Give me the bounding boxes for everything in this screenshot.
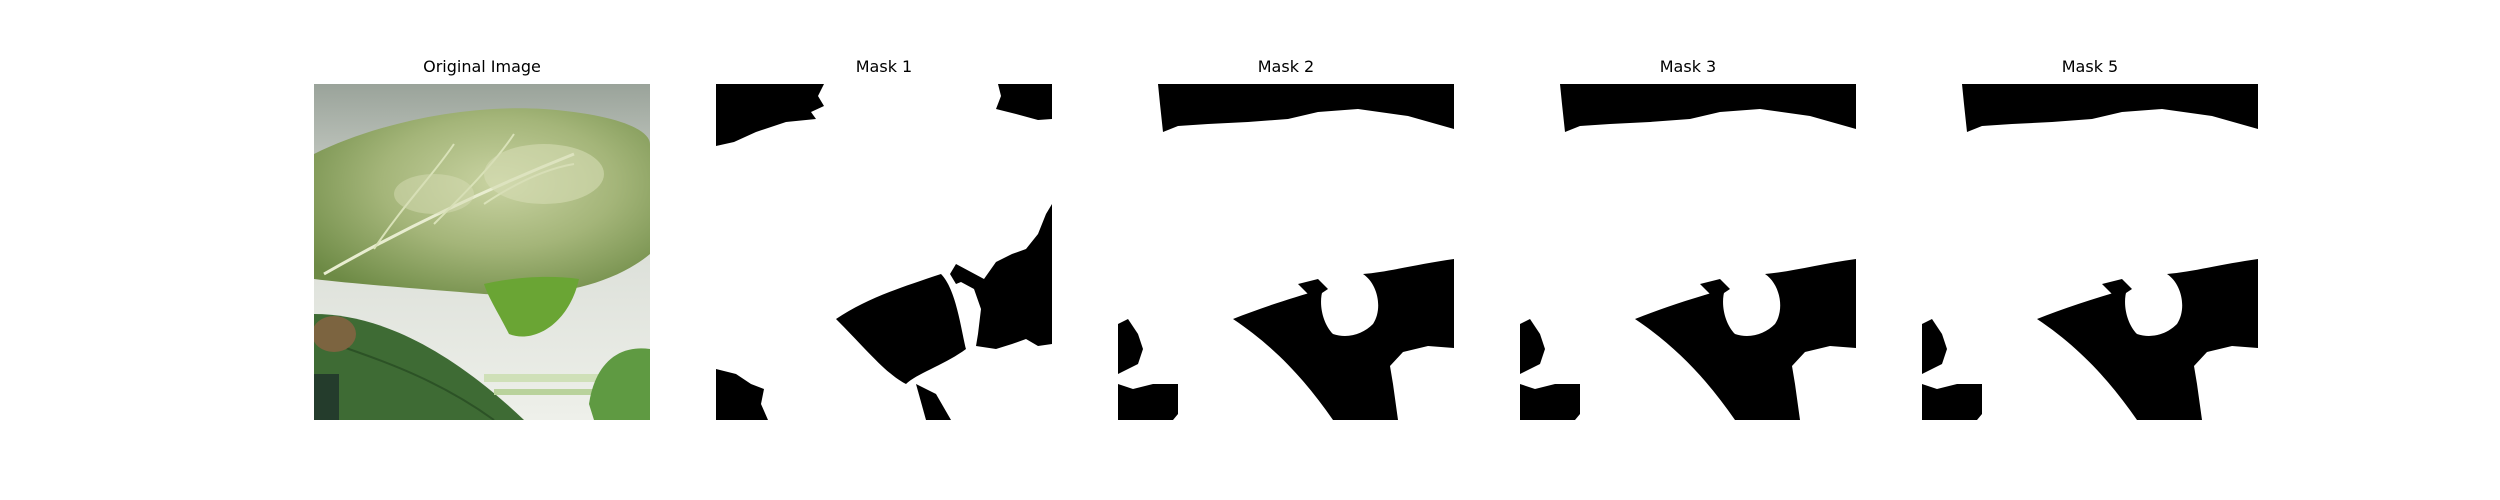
panel-title: Mask 2 bbox=[1257, 57, 1315, 76]
panel-title: Mask 3 bbox=[1659, 57, 1717, 76]
segmentation-mask-image bbox=[716, 84, 1052, 420]
panel-title: Mask 5 bbox=[2061, 57, 2119, 76]
segmentation-mask-image bbox=[1118, 84, 1454, 420]
panel-title: Mask 1 bbox=[855, 57, 913, 76]
original-leaf-photo bbox=[314, 84, 650, 420]
segmentation-mask-image bbox=[1922, 84, 2258, 420]
segmentation-mask-image bbox=[1520, 84, 1856, 420]
panel-title: Original Image bbox=[423, 57, 541, 76]
